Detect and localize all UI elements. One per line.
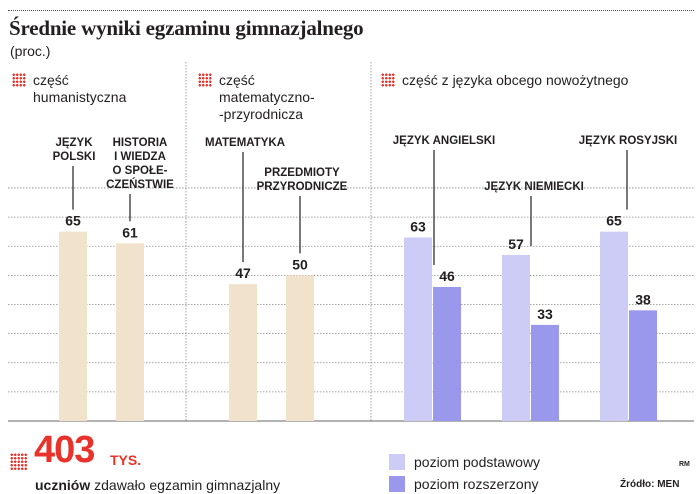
chart-unit: (proc.) xyxy=(10,43,51,59)
category-label-język-rosyjski-line-1: JĘZYK ROSYJSKI xyxy=(579,135,677,147)
category-label-język-polski-line-1: JĘZYK xyxy=(55,137,93,149)
category-label-język-angielski-line-1: JĘZYK ANGIELSKI xyxy=(393,135,495,147)
section-marker-foreign-language xyxy=(381,73,395,87)
legend-label-extended: poziom rozszerzony xyxy=(414,476,539,492)
section-label-math-science: część matematyczno- -przyrodnicza xyxy=(219,72,315,122)
value-label-język-angielski-rozszerzony: 46 xyxy=(439,268,455,284)
bar-język-rosyjski-podstawowy xyxy=(600,231,628,421)
chart-title: Średnie wyniki egzaminu gimnazjalnego xyxy=(9,16,364,40)
legend-swatch-basic xyxy=(389,454,405,470)
bar-język-angielski-podstawowy xyxy=(404,237,432,421)
stat-description: uczniów zdawało egzamin gimnazjalny xyxy=(35,477,281,493)
category-label-historia-i-wiedza-o-społeczeństwie-line-4: CZEŃSTWIE xyxy=(106,178,174,191)
section-label-foreign-language: część z języka obcego nowożytnego xyxy=(402,72,629,88)
source-note: Źródło: MEN xyxy=(620,479,680,490)
section-label-humanities: część humanistyczna xyxy=(33,72,127,105)
category-label-historia-i-wiedza-o-społeczeństwie-line-2: I WIEDZA xyxy=(114,151,166,163)
category-label-przedmioty-przyrodnicze-line-2: PRZYRODNICZE xyxy=(257,181,348,193)
category-label-przedmioty-przyrodnicze-line-1: PRZEDMIOTY xyxy=(264,167,340,179)
bar-język-rosyjski-rozszerzony xyxy=(629,310,657,421)
value-label-historia-i-wiedza-o-społeczeństwie-podstawowy: 61 xyxy=(122,224,138,240)
stat-unit: TYS. xyxy=(110,452,142,468)
value-label-przedmioty-przyrodnicze-podstawowy: 50 xyxy=(292,256,308,272)
value-label-język-rosyjski-rozszerzony: 38 xyxy=(635,291,651,307)
category-label-język-niemiecki-line-1: JĘZYK NIEMIECKI xyxy=(484,181,584,193)
author-initials: RM xyxy=(679,461,690,468)
bar-chart: 65 JĘZYK POLSKI 61 HISTORIA I WIEDZA O SPOŁE-C… xyxy=(8,62,694,422)
bar-język-polski-podstawowy xyxy=(59,231,87,421)
category-label-historia-i-wiedza-o-społeczeństwie-line-1: HISTORIA xyxy=(113,137,168,149)
section-marker-humanities xyxy=(12,73,26,87)
value-label-język-polski-podstawowy: 65 xyxy=(65,213,81,229)
bar-matematyka-podstawowy xyxy=(229,284,257,421)
legend-swatch-extended xyxy=(389,476,405,492)
category-label-historia-i-wiedza-o-społeczeństwie-line-3: O SPOŁE- xyxy=(113,165,168,177)
value-label-język-niemiecki-rozszerzony: 33 xyxy=(537,306,553,322)
top-rule xyxy=(8,10,694,11)
bar-historia-i-wiedza-o-społeczeństwie-podstawowy xyxy=(116,243,144,421)
value-label-język-angielski-podstawowy: 63 xyxy=(410,218,426,234)
value-label-matematyka-podstawowy: 47 xyxy=(235,265,251,281)
category-label-matematyka-line-1: MATEMATYKA xyxy=(205,137,285,149)
bar-język-niemiecki-podstawowy xyxy=(502,254,530,421)
bar-przedmioty-przyrodnicze-podstawowy xyxy=(286,275,314,421)
category-label-język-polski-line-2: POLSKI xyxy=(53,151,96,163)
bar-język-niemiecki-rozszerzony xyxy=(531,324,559,421)
value-label-język-niemiecki-podstawowy: 57 xyxy=(508,236,524,252)
legend-label-basic: poziom podstawowy xyxy=(414,454,541,470)
stat-number: 403 xyxy=(34,429,95,471)
section-marker-math-science xyxy=(198,73,212,87)
bar-język-angielski-rozszerzony xyxy=(433,287,461,421)
stat-marker xyxy=(10,453,28,471)
value-label-język-rosyjski-podstawowy: 65 xyxy=(606,213,622,229)
